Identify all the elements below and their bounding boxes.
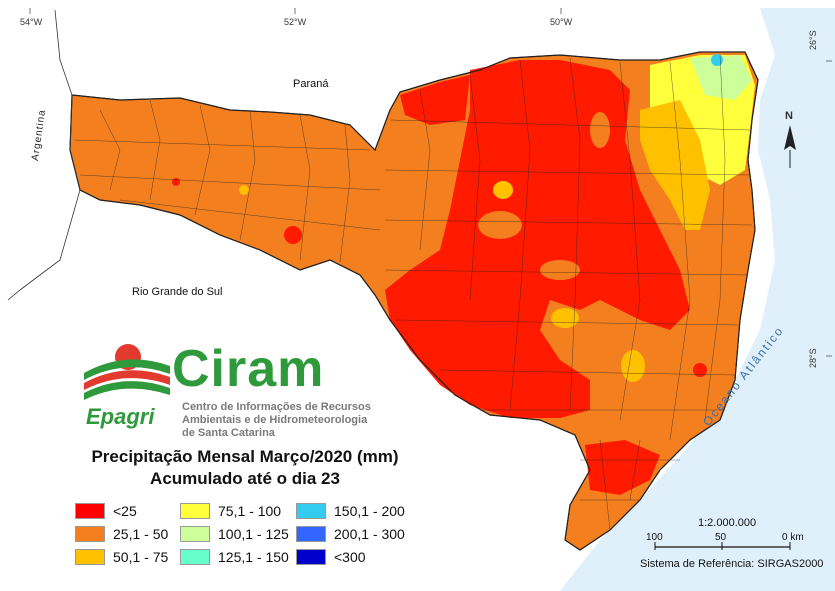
rio-grande-do-sul-label: Rio Grande do Sul (132, 286, 223, 298)
legend-label: 125,1 - 150 (218, 549, 289, 565)
legend-swatch (296, 503, 326, 519)
orange-patch-2 (540, 260, 580, 280)
red-region-north (400, 75, 470, 125)
lon-50-label: 50°W (550, 17, 573, 27)
ciram-subtitle-line-1: Centro de Informações de Recursos (182, 401, 371, 413)
argentina-border (7, 9, 81, 301)
lon-52-label: 52°W (284, 17, 307, 27)
legend-item-125-150: 125,1 - 150 (180, 549, 289, 565)
legend-label: 50,1 - 75 (113, 549, 169, 565)
legend-item-75-100: 75,1 - 100 (180, 503, 281, 519)
legend-item-50-75: 50,1 - 75 (75, 549, 168, 565)
gold-patch-3 (239, 185, 249, 195)
legend-swatch (296, 526, 326, 542)
epagri-logo-text: Epagri (86, 404, 155, 429)
lat-26-label: 26°S (808, 30, 818, 50)
north-label: N (785, 110, 793, 122)
red-spot-1 (284, 226, 302, 244)
north-arrow (784, 125, 796, 168)
orange-patch-1 (478, 211, 522, 239)
graticule-ticks (29, 8, 832, 357)
lon-54-label: 54°W (20, 17, 43, 27)
scale-tick-100: 100 (646, 532, 663, 543)
ciram-logo-text: Ciram (172, 340, 325, 398)
map-title-line-2: Acumulado até o dia 23 (150, 469, 340, 488)
scale-tick-0: 0 km (782, 532, 804, 543)
legend-swatch (296, 549, 326, 565)
scale-bar (654, 542, 791, 550)
legend-item-lt25: <25 (75, 503, 137, 519)
legend-swatch (75, 503, 105, 519)
ciram-subtitle-line-2: Ambientais e de Hidrometeorologia (182, 414, 368, 426)
parana-label: Paraná (293, 78, 329, 90)
legend-swatch (180, 503, 210, 519)
legend-label: <25 (113, 503, 137, 519)
legend-label: 75,1 - 100 (218, 503, 282, 519)
legend-item-25-50: 25,1 - 50 (75, 526, 168, 542)
legend-label: 150,1 - 200 (334, 503, 405, 519)
lat-28-label: 28°S (808, 348, 818, 368)
scale-tick-50: 50 (715, 532, 727, 543)
scale-ratio: 1:2.000.000 (698, 517, 757, 529)
legend-label: 200,1 - 300 (334, 526, 405, 542)
state-outline (69, 51, 759, 551)
ciram-subtitle: Centro de Informações de Recursos Ambien… (182, 401, 371, 440)
legend-item-150-200: 150,1 - 200 (296, 503, 405, 519)
gold-patch-2 (621, 350, 645, 382)
legend-item-gt300: <300 (296, 549, 366, 565)
orange-patch-3 (590, 112, 610, 148)
legend-swatch (75, 526, 105, 542)
cyan-spot (711, 54, 723, 66)
red-spot-2 (172, 178, 180, 186)
legend-swatch (180, 549, 210, 565)
legend-item-100-125: 100,1 - 125 (180, 526, 289, 542)
legend-label: 25,1 - 50 (113, 526, 169, 542)
red-spot-3 (693, 363, 707, 377)
red-region-central (385, 60, 690, 418)
legend-swatch (180, 526, 210, 542)
reference-system: Sistema de Referência: SIRGAS2000 (640, 558, 824, 570)
gold-patch-4 (551, 308, 579, 328)
municipality-borders (74, 54, 753, 531)
gold-region-east (640, 100, 710, 230)
gold-patch-1 (493, 181, 513, 199)
map-title-line-1: Precipitação Mensal Março/2020 (mm) (91, 447, 399, 466)
legend-swatch (75, 549, 105, 565)
epagri-logo-graphic (84, 344, 170, 400)
red-region-south (585, 440, 660, 495)
ciram-subtitle-line-3: de Santa Catarina (182, 427, 275, 439)
legend-item-200-300: 200,1 - 300 (296, 526, 405, 542)
legend-label: <300 (334, 549, 366, 565)
legend-label: 100,1 - 125 (218, 526, 289, 542)
ocean-area (560, 8, 835, 591)
